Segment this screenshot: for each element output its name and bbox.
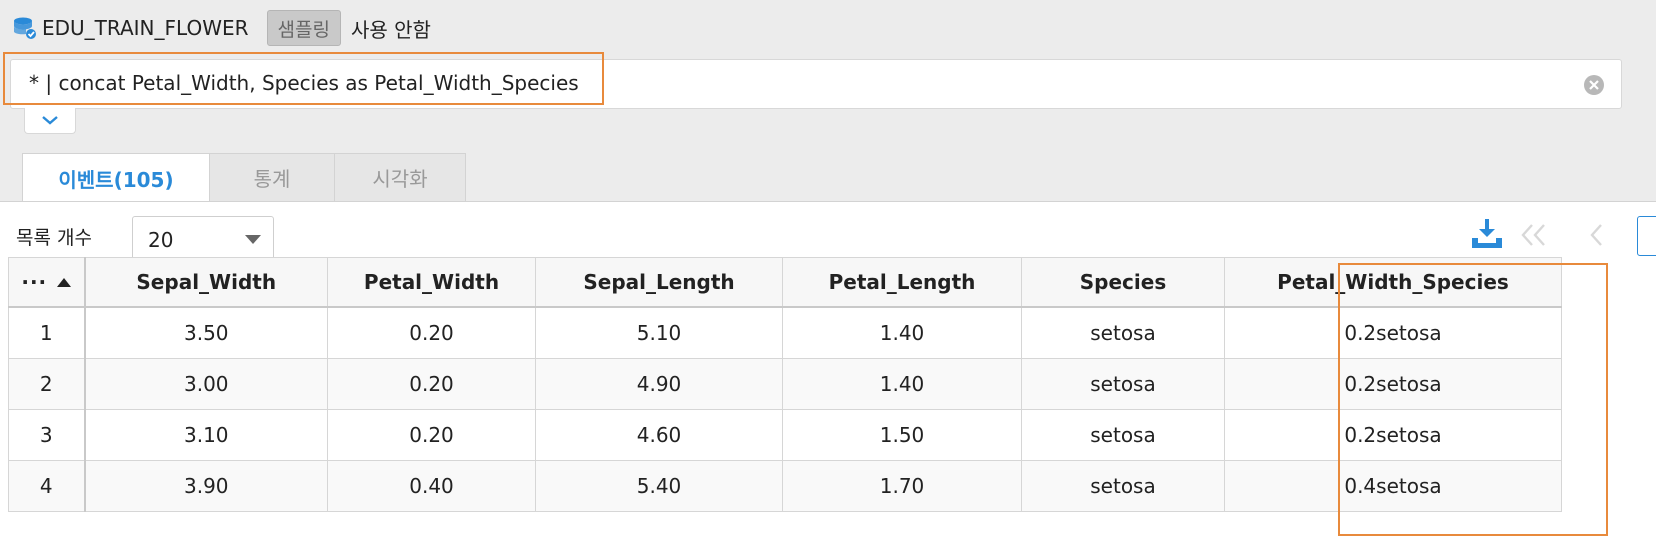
row-index: 2 [8,358,86,410]
prev-page-icon[interactable] [1586,222,1608,248]
table-cell: 3.50 [84,306,328,359]
column-header[interactable]: Petal_Width_Species [1224,257,1562,308]
table-row[interactable]: 1 3.50 0.20 5.10 1.40 setosa 0.2setosa [8,306,1562,359]
table-cell: setosa [1021,306,1225,359]
column-header[interactable]: Sepal_Length [535,257,783,308]
column-header[interactable]: Sepal_Width [84,257,328,308]
events-table: ··· Sepal_Width Petal_Width Sepal_Length… [8,257,1562,512]
table-cell: 1.70 [782,460,1022,512]
table-cell: 0.20 [327,306,536,359]
table-cell: 5.10 [535,306,783,359]
list-count-label: 목록 개수 [16,227,92,249]
database-icon [12,15,38,41]
ellipsis-icon[interactable]: ··· [21,270,48,294]
page-size-value: 20 [148,228,174,252]
table-cell: 0.4setosa [1224,460,1562,512]
table-cell: 3.90 [84,460,328,512]
table-cell: 5.40 [535,460,783,512]
table-row[interactable]: 3 3.10 0.20 4.60 1.50 setosa 0.2setosa [8,409,1562,461]
table-cell: 4.60 [535,409,783,461]
table-cell: 1.50 [782,409,1022,461]
column-header[interactable]: Species [1021,257,1225,308]
dataset-header: EDU_TRAIN_FLOWER 샘플링 사용 안함 [12,10,431,46]
sort-asc-icon[interactable] [57,277,72,287]
index-column-header[interactable]: ··· [8,257,86,308]
result-tabs: 이벤트(105) 통계 시각화 [22,153,466,202]
table-cell: setosa [1021,409,1225,461]
expand-query-button[interactable] [24,108,76,134]
table-cell: 1.40 [782,358,1022,410]
next-page-button[interactable] [1637,216,1656,256]
table-cell: setosa [1021,460,1225,512]
clear-icon[interactable] [1583,74,1605,96]
query-input[interactable]: * | concat Petal_Width, Species as Petal… [10,59,1622,109]
column-header[interactable]: Petal_Length [782,257,1022,308]
tab-visualization[interactable]: 시각화 [334,153,466,201]
row-index: 4 [8,460,86,512]
caret-down-icon [245,235,261,244]
table-cell: 0.2setosa [1224,358,1562,410]
table-cell: 0.2setosa [1224,409,1562,461]
table-row[interactable]: 2 3.00 0.20 4.90 1.40 setosa 0.2setosa [8,358,1562,410]
download-icon[interactable] [1469,216,1505,252]
table-cell: 0.20 [327,409,536,461]
sampling-status[interactable]: 사용 안함 [350,17,431,42]
table-cell: 3.00 [84,358,328,410]
table-cell: setosa [1021,358,1225,410]
table-cell: 0.2setosa [1224,306,1562,359]
page-size-select[interactable]: 20 [132,216,274,262]
table-header-row: ··· Sepal_Width Petal_Width Sepal_Length… [8,257,1562,308]
row-index: 3 [8,409,86,461]
dataset-name: EDU_TRAIN_FLOWER [42,16,249,40]
row-index: 1 [8,306,86,359]
table-cell: 0.20 [327,358,536,410]
table-cell: 0.40 [327,460,536,512]
first-page-icon[interactable] [1518,222,1550,248]
chevron-down-icon [40,111,60,130]
table-cell: 4.90 [535,358,783,410]
table-cell: 1.40 [782,306,1022,359]
table-row[interactable]: 4 3.90 0.40 5.40 1.70 setosa 0.4setosa [8,460,1562,512]
table-cell: 3.10 [84,409,328,461]
sampling-button[interactable]: 샘플링 [266,10,341,46]
query-text[interactable]: * | concat Petal_Width, Species as Petal… [29,71,579,95]
tab-events[interactable]: 이벤트(105) [22,153,210,202]
column-header[interactable]: Petal_Width [327,257,536,308]
tab-statistics[interactable]: 통계 [209,153,335,201]
